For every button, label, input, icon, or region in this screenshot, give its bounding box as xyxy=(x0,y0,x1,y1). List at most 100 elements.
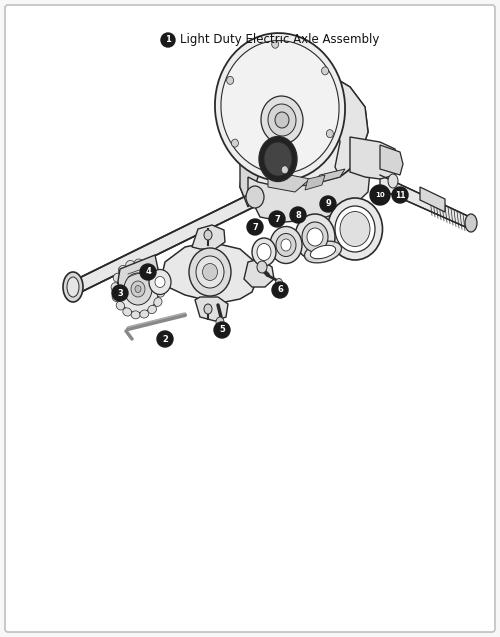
Circle shape xyxy=(157,331,173,347)
Polygon shape xyxy=(240,92,268,207)
Ellipse shape xyxy=(149,269,171,294)
Ellipse shape xyxy=(276,234,296,257)
Polygon shape xyxy=(118,255,158,295)
Circle shape xyxy=(320,196,336,212)
Circle shape xyxy=(370,185,390,205)
Ellipse shape xyxy=(270,227,302,264)
Ellipse shape xyxy=(150,267,159,275)
Ellipse shape xyxy=(124,273,152,305)
Text: 9: 9 xyxy=(325,199,331,208)
Ellipse shape xyxy=(196,256,224,288)
Ellipse shape xyxy=(148,305,156,313)
Ellipse shape xyxy=(204,230,212,240)
Ellipse shape xyxy=(335,206,375,252)
Ellipse shape xyxy=(67,277,79,297)
Ellipse shape xyxy=(157,285,165,294)
Circle shape xyxy=(247,219,263,235)
Text: 5: 5 xyxy=(219,326,225,334)
Circle shape xyxy=(140,264,156,280)
Ellipse shape xyxy=(131,311,140,319)
Polygon shape xyxy=(350,137,398,179)
Text: 2: 2 xyxy=(162,334,168,343)
Polygon shape xyxy=(192,225,225,249)
Ellipse shape xyxy=(302,222,328,252)
Polygon shape xyxy=(240,69,368,207)
Ellipse shape xyxy=(465,214,477,232)
Ellipse shape xyxy=(135,285,141,292)
Ellipse shape xyxy=(257,261,267,273)
Polygon shape xyxy=(162,242,258,302)
Ellipse shape xyxy=(261,96,303,144)
Ellipse shape xyxy=(63,272,83,302)
Ellipse shape xyxy=(272,40,278,48)
Ellipse shape xyxy=(116,301,124,310)
Ellipse shape xyxy=(322,67,328,75)
Ellipse shape xyxy=(232,139,238,147)
Ellipse shape xyxy=(326,129,334,138)
Ellipse shape xyxy=(117,265,159,313)
Ellipse shape xyxy=(310,245,336,259)
FancyBboxPatch shape xyxy=(5,5,495,632)
Ellipse shape xyxy=(328,198,382,260)
Text: 10: 10 xyxy=(375,192,385,198)
Ellipse shape xyxy=(216,317,224,327)
Ellipse shape xyxy=(140,310,149,318)
Ellipse shape xyxy=(189,248,231,296)
Ellipse shape xyxy=(112,292,120,301)
Circle shape xyxy=(214,322,230,338)
Polygon shape xyxy=(75,190,258,295)
Text: 7: 7 xyxy=(274,215,280,224)
Ellipse shape xyxy=(126,261,134,269)
Ellipse shape xyxy=(118,266,127,274)
Text: 7: 7 xyxy=(252,222,258,231)
Ellipse shape xyxy=(252,238,276,266)
Ellipse shape xyxy=(257,243,271,261)
Ellipse shape xyxy=(304,241,342,263)
Polygon shape xyxy=(270,69,368,177)
Circle shape xyxy=(272,282,288,298)
Circle shape xyxy=(392,187,408,203)
Polygon shape xyxy=(268,175,310,192)
Circle shape xyxy=(290,207,306,223)
Polygon shape xyxy=(195,297,228,321)
Ellipse shape xyxy=(295,214,335,260)
Text: 3: 3 xyxy=(117,289,123,297)
Ellipse shape xyxy=(307,228,323,246)
Circle shape xyxy=(269,211,285,227)
Text: Light Duty Electric Axle Assembly: Light Duty Electric Axle Assembly xyxy=(180,34,380,47)
Ellipse shape xyxy=(111,283,119,292)
Ellipse shape xyxy=(281,239,291,251)
Ellipse shape xyxy=(259,136,297,182)
Ellipse shape xyxy=(123,308,132,316)
Text: 8: 8 xyxy=(295,210,301,220)
Ellipse shape xyxy=(157,288,165,297)
Ellipse shape xyxy=(388,174,398,188)
Ellipse shape xyxy=(268,104,296,136)
Ellipse shape xyxy=(264,142,292,176)
Ellipse shape xyxy=(113,273,122,282)
Ellipse shape xyxy=(215,33,345,181)
Ellipse shape xyxy=(276,278,282,287)
Ellipse shape xyxy=(156,275,164,283)
Ellipse shape xyxy=(221,41,339,173)
Ellipse shape xyxy=(134,259,143,267)
Ellipse shape xyxy=(246,186,264,208)
Polygon shape xyxy=(244,259,274,287)
Ellipse shape xyxy=(282,166,288,174)
Polygon shape xyxy=(420,187,445,212)
Text: 1: 1 xyxy=(165,36,171,45)
Ellipse shape xyxy=(131,281,145,297)
Polygon shape xyxy=(380,175,470,229)
Ellipse shape xyxy=(340,211,370,247)
Text: 11: 11 xyxy=(395,190,405,199)
Text: 6: 6 xyxy=(277,285,283,294)
Polygon shape xyxy=(310,169,345,185)
Ellipse shape xyxy=(143,261,152,269)
Polygon shape xyxy=(248,162,370,222)
Ellipse shape xyxy=(202,264,218,280)
Text: 4: 4 xyxy=(145,268,151,276)
Circle shape xyxy=(161,33,175,47)
Polygon shape xyxy=(305,175,325,190)
Ellipse shape xyxy=(275,112,289,128)
Ellipse shape xyxy=(154,297,162,306)
